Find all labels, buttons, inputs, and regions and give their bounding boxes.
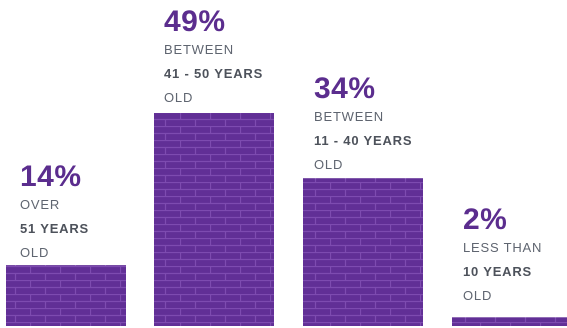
bar-pct-label: 14% bbox=[20, 160, 82, 193]
bar-caption-line2: 10 YEARS bbox=[463, 264, 533, 279]
bar-caption-line1: BETWEEN bbox=[314, 109, 384, 124]
bar-2 bbox=[154, 113, 274, 326]
bar-pct-label: 34% bbox=[314, 72, 376, 105]
bar-caption-line3: OLD bbox=[314, 157, 344, 172]
bar-caption-line2: 51 YEARS bbox=[20, 221, 90, 236]
bar-4 bbox=[452, 317, 567, 326]
bar-caption-line3: OLD bbox=[463, 288, 493, 303]
bars-group bbox=[6, 113, 567, 326]
bar-pct-label: 49% bbox=[164, 5, 226, 38]
bar-caption-line1: OVER bbox=[20, 197, 61, 212]
bar-caption-line3: OLD bbox=[164, 90, 194, 105]
label-under-10: 2% LESS THAN 10 YEARS OLD bbox=[463, 204, 542, 308]
label-11-40: 34% BETWEEN 11 - 40 YEARS OLD bbox=[314, 73, 412, 177]
bar-caption-line1: LESS THAN bbox=[463, 240, 543, 255]
bar-pct-label: 2% bbox=[463, 203, 508, 236]
bar-1 bbox=[6, 265, 126, 326]
label-41-50: 49% BETWEEN 41 - 50 YEARS OLD bbox=[164, 6, 263, 110]
bar-caption-line3: OLD bbox=[20, 245, 50, 260]
label-over-51: 14% OVER 51 YEARS OLD bbox=[20, 161, 89, 265]
bar-caption-line1: BETWEEN bbox=[164, 42, 234, 57]
bar-caption-line2: 41 - 50 YEARS bbox=[164, 66, 264, 81]
bar-3 bbox=[303, 178, 423, 326]
bar-caption-line2: 11 - 40 YEARS bbox=[314, 133, 413, 148]
